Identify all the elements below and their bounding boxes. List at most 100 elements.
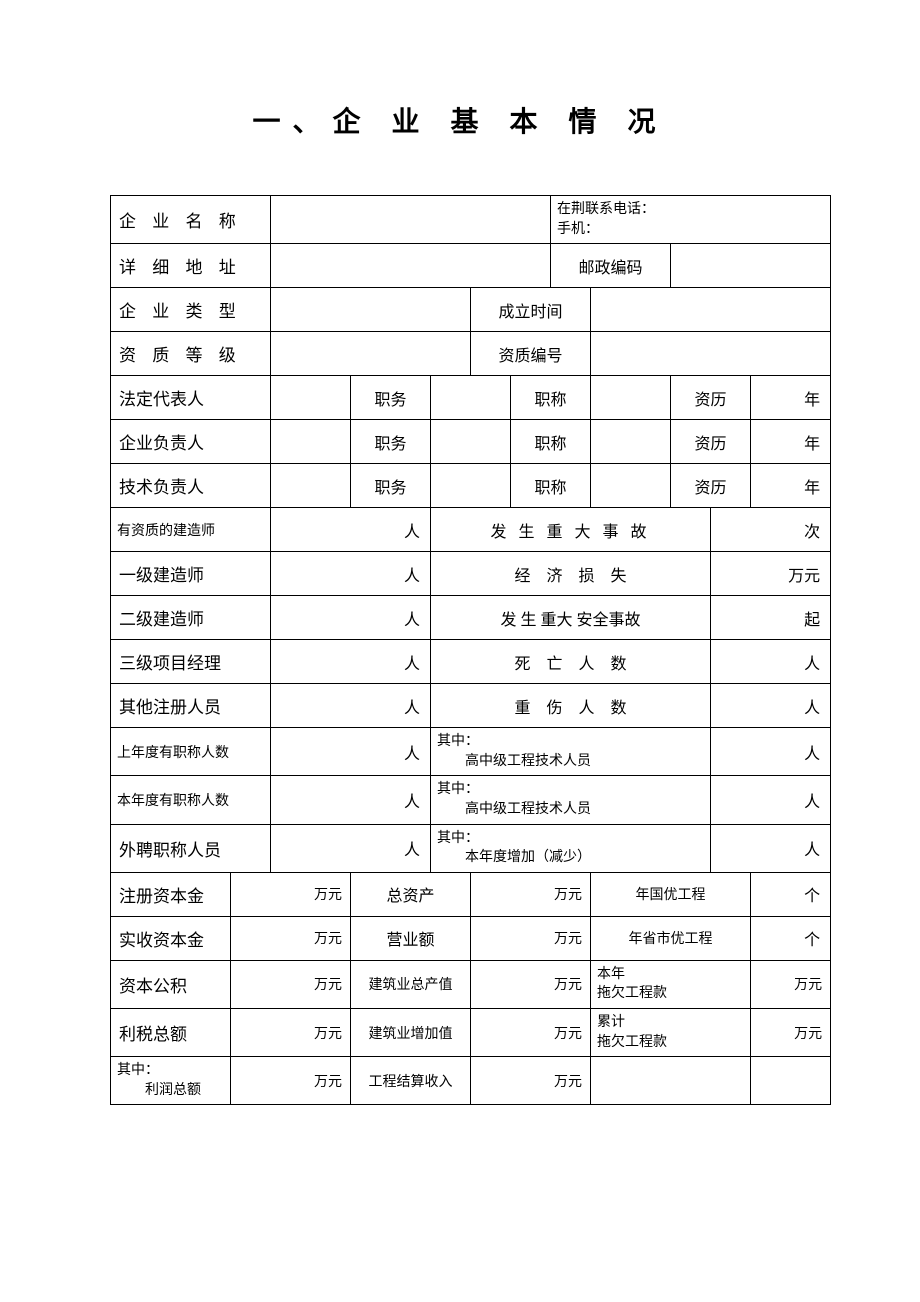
value-legal-rep-pos [431, 376, 511, 420]
value-tech-head-pos [431, 464, 511, 508]
label-qizhong-senior-2: 其中： 高中级工程技术人员 [431, 776, 711, 824]
label-death-count: 死 亡 人 数 [431, 640, 711, 684]
label-profit-total: 其中： 利润总额 [111, 1057, 231, 1105]
label-qual-grade: 资 质 等 级 [111, 332, 271, 376]
label-construction-output: 建筑业总产值 [351, 960, 471, 1008]
unit-wanyuan-3: 万元 [471, 872, 591, 916]
label-position-2: 职务 [351, 420, 431, 464]
label-title-3: 职称 [511, 464, 591, 508]
label-seniority-1: 资历 [671, 376, 751, 420]
label-founding-date: 成立时间 [471, 288, 591, 332]
enterprise-info-table: 企 业 名 称 在荆联系电话： 手机： 详 细 地 址 邮政编码 企 业 类 型… [110, 195, 831, 1105]
label-postal: 邮政编码 [551, 244, 671, 288]
label-major-accident: 发 生 重 大 事 故 [431, 508, 711, 552]
unit-times: 次 [711, 508, 831, 552]
label-external-titled: 外聘职称人员 [111, 824, 271, 872]
label-qizhong-senior-1: 其中： 高中级工程技术人员 [431, 728, 711, 776]
unit-wanyuan-4: 万元 [231, 916, 351, 960]
unit-people-change: 人 [711, 824, 831, 872]
unit-people-7: 人 [271, 776, 431, 824]
unit-people-senior-2: 人 [711, 776, 831, 824]
unit-year-1: 年 [751, 376, 831, 420]
value-legal-rep-name [271, 376, 351, 420]
unit-people-3: 人 [271, 596, 431, 640]
label-tech-head: 技术负责人 [111, 464, 271, 508]
unit-wanyuan-5: 万元 [471, 916, 591, 960]
unit-wanyuan-13: 万元 [471, 1057, 591, 1105]
unit-wanyuan-7: 万元 [471, 960, 591, 1008]
label-company-head: 企业负责人 [111, 420, 271, 464]
unit-wanyuan-10: 万元 [471, 1008, 591, 1056]
label-first-builder: 一级建造师 [111, 552, 271, 596]
label-position-1: 职务 [351, 376, 431, 420]
label-qizhong-change: 其中： 本年度增加（减少） [431, 824, 711, 872]
unit-ge-2: 个 [751, 916, 831, 960]
label-this-year-titled: 本年度有职称人数 [111, 776, 271, 824]
page-title: 一、企 业 基 本 情 况 [110, 100, 810, 140]
blank-1 [591, 1057, 751, 1105]
unit-year-2: 年 [751, 420, 831, 464]
unit-ge-1: 个 [751, 872, 831, 916]
unit-wanyuan-1: 万元 [711, 552, 831, 596]
unit-people-2: 人 [271, 552, 431, 596]
label-title-2: 职称 [511, 420, 591, 464]
value-company-name [271, 196, 551, 244]
unit-wanyuan-9: 万元 [231, 1008, 351, 1056]
label-company-name: 企 业 名 称 [111, 196, 271, 244]
label-prov-award: 年省市优工程 [591, 916, 751, 960]
value-company-head-pos [431, 420, 511, 464]
value-qual-no [591, 332, 831, 376]
label-legal-rep: 法定代表人 [111, 376, 271, 420]
label-total-assets: 总资产 [351, 872, 471, 916]
label-settlement-income: 工程结算收入 [351, 1057, 471, 1105]
label-turnover: 营业额 [351, 916, 471, 960]
unit-people-8: 人 [271, 824, 431, 872]
unit-wanyuan-6: 万元 [231, 960, 351, 1008]
label-construction-added: 建筑业增加值 [351, 1008, 471, 1056]
label-contact: 在荆联系电话： 手机： [551, 196, 831, 244]
unit-people-death: 人 [711, 640, 831, 684]
label-other-reg: 其他注册人员 [111, 684, 271, 728]
value-legal-rep-title [591, 376, 671, 420]
label-position-3: 职务 [351, 464, 431, 508]
label-capital-reserve: 资本公积 [111, 960, 231, 1008]
label-national-award: 年国优工程 [591, 872, 751, 916]
label-seniority-2: 资历 [671, 420, 751, 464]
label-injury-count: 重 伤 人 数 [431, 684, 711, 728]
label-major-safety: 发 生 重大 安全事故 [431, 596, 711, 640]
label-reg-capital: 注册资本金 [111, 872, 231, 916]
label-tax-total: 利税总额 [111, 1008, 231, 1056]
label-accum-arrears: 累计 拖欠工程款 [591, 1008, 751, 1056]
unit-people-injury: 人 [711, 684, 831, 728]
unit-people-senior-1: 人 [711, 728, 831, 776]
unit-people-5: 人 [271, 684, 431, 728]
unit-people-6: 人 [271, 728, 431, 776]
label-second-builder: 二级建造师 [111, 596, 271, 640]
label-company-type: 企 业 类 型 [111, 288, 271, 332]
value-tech-head-name [271, 464, 351, 508]
label-econ-loss: 经 济 损 失 [431, 552, 711, 596]
label-seniority-3: 资历 [671, 464, 751, 508]
value-tech-head-title [591, 464, 671, 508]
unit-people-4: 人 [271, 640, 431, 684]
value-company-head-title [591, 420, 671, 464]
value-address [271, 244, 551, 288]
unit-wanyuan-2: 万元 [231, 872, 351, 916]
unit-wanyuan-11: 万元 [751, 1008, 831, 1056]
label-qual-no: 资质编号 [471, 332, 591, 376]
blank-2 [751, 1057, 831, 1105]
label-this-year-arrears: 本年 拖欠工程款 [591, 960, 751, 1008]
value-company-head-name [271, 420, 351, 464]
label-title-1: 职称 [511, 376, 591, 420]
unit-people-1: 人 [271, 508, 431, 552]
label-last-year-titled: 上年度有职称人数 [111, 728, 271, 776]
unit-wanyuan-8: 万元 [751, 960, 831, 1008]
value-company-type [271, 288, 471, 332]
label-paid-capital: 实收资本金 [111, 916, 231, 960]
unit-wanyuan-12: 万元 [231, 1057, 351, 1105]
unit-qi: 起 [711, 596, 831, 640]
value-founding-date [591, 288, 831, 332]
value-postal [671, 244, 831, 288]
label-address: 详 细 地 址 [111, 244, 271, 288]
unit-year-3: 年 [751, 464, 831, 508]
